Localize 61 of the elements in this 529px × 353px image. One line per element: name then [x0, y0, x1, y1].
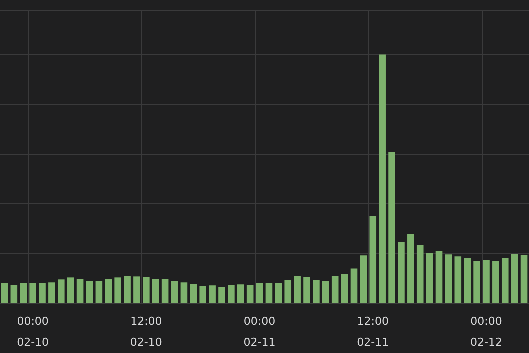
- bar: [30, 283, 36, 303]
- bar: [124, 276, 131, 303]
- bar: [190, 284, 198, 303]
- bar: [474, 261, 480, 303]
- bar: [10, 285, 18, 303]
- bar: [275, 283, 282, 303]
- bar: [171, 281, 178, 303]
- bar: [379, 54, 386, 303]
- bar: [350, 268, 358, 303]
- bar: [20, 283, 28, 303]
- bar: [48, 282, 56, 303]
- bar: [180, 282, 188, 303]
- bar: [105, 279, 112, 303]
- bar: [464, 258, 471, 303]
- bar: [96, 281, 103, 303]
- x-tick-label: 12:00 02-11: [357, 315, 390, 349]
- bar: [58, 280, 65, 303]
- bar: [266, 283, 273, 303]
- bar: [454, 256, 462, 303]
- bar: [483, 260, 490, 303]
- bar: [134, 276, 140, 303]
- bar: [388, 152, 396, 303]
- bar: [511, 254, 518, 303]
- bar: [1, 283, 8, 303]
- bar: [426, 253, 434, 303]
- bar: [76, 279, 84, 303]
- bar: [398, 242, 405, 303]
- bar: [209, 286, 216, 303]
- bar: [313, 280, 320, 303]
- bar: [218, 287, 226, 303]
- bar: [256, 283, 264, 303]
- bar: [436, 251, 443, 303]
- bar: [39, 283, 46, 303]
- bar: [246, 285, 254, 303]
- bar: [237, 284, 244, 303]
- x-tick-label: 00:00 02-10: [17, 315, 50, 349]
- bar: [152, 279, 160, 303]
- x-tick-label: 00:00 02-12: [470, 315, 502, 349]
- bar: [228, 285, 235, 303]
- bar: [370, 216, 377, 303]
- bar: [332, 276, 339, 303]
- bar: [520, 255, 528, 303]
- bar: [162, 279, 169, 303]
- x-tick-label: 00:00 02-11: [244, 315, 276, 349]
- bar: [284, 280, 292, 303]
- bar: [416, 245, 424, 303]
- bar: [200, 286, 206, 303]
- bar: [143, 277, 150, 303]
- bar: [341, 274, 348, 303]
- bar: [294, 276, 301, 303]
- bar: [322, 281, 330, 303]
- bar: [408, 234, 414, 303]
- bar: [304, 277, 310, 303]
- bar: [502, 258, 509, 303]
- bar: [360, 256, 368, 303]
- bar: [114, 278, 122, 303]
- bar: [445, 254, 452, 303]
- bar: [67, 278, 74, 303]
- bar: [492, 261, 500, 303]
- bar: [86, 281, 94, 303]
- x-tick-label: 12:00 02-10: [130, 315, 162, 349]
